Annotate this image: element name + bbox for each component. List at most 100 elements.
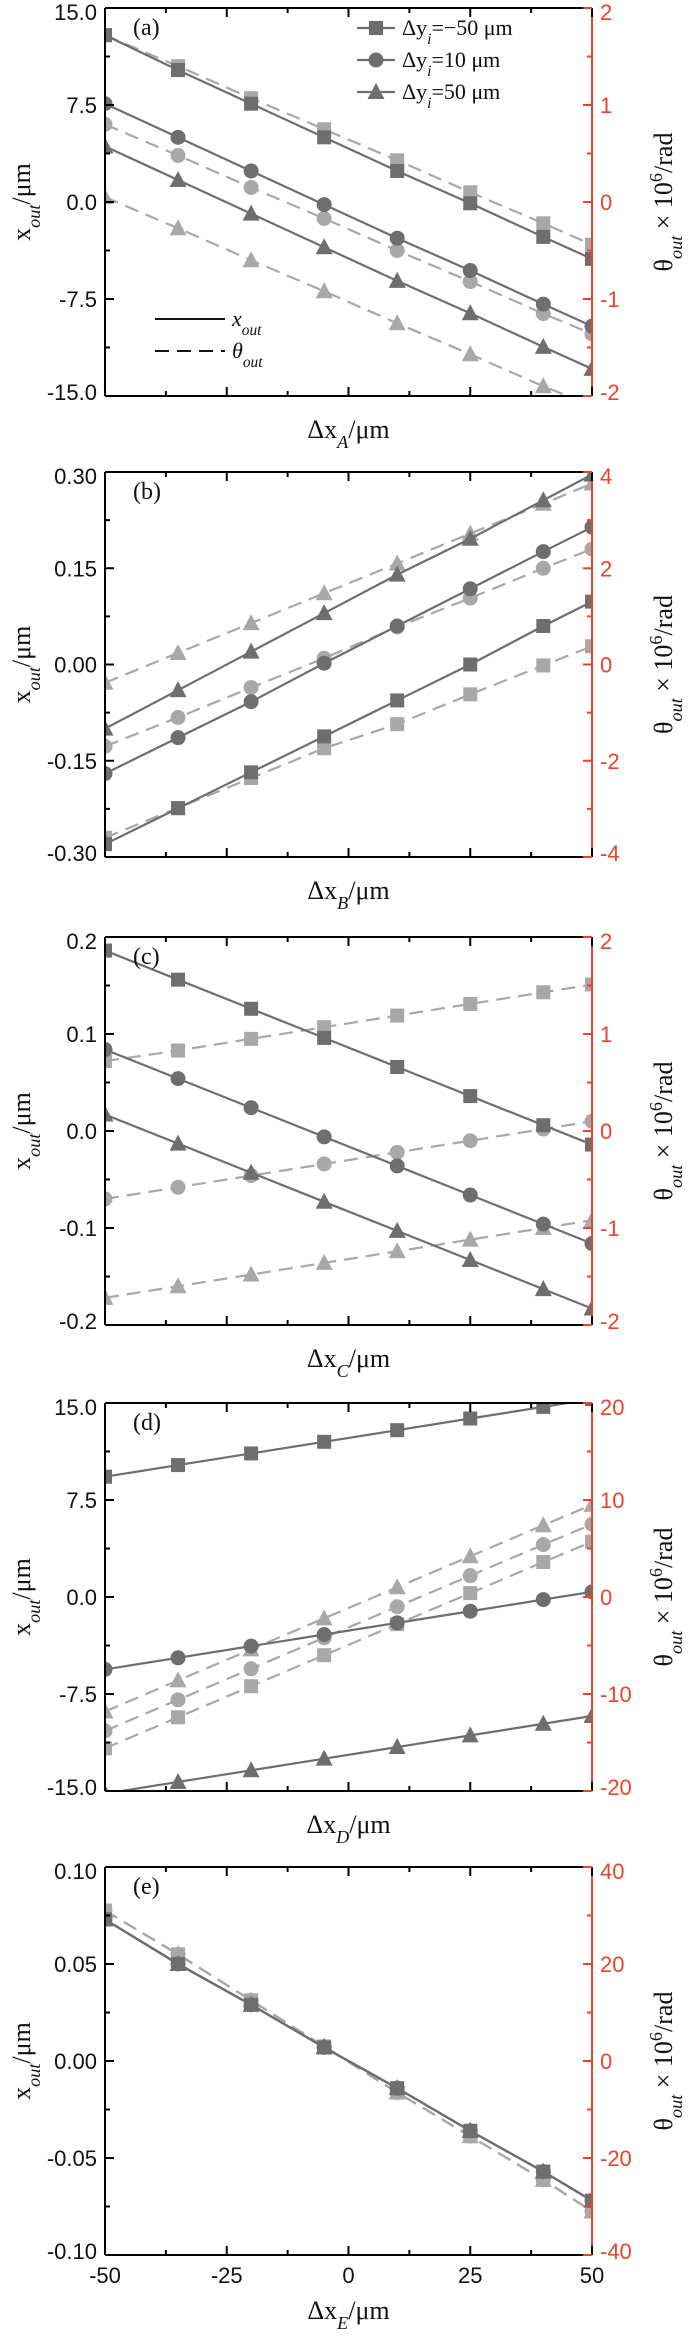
x-point-square: [105, 28, 112, 43]
x-point-circle: [535, 296, 551, 312]
theta-point-circle: [170, 1179, 186, 1195]
theta-point-circle: [243, 1661, 259, 1677]
theta-point-triangle: [461, 1230, 479, 1247]
x-point-square: [317, 1434, 332, 1449]
x-point-triangle: [315, 1192, 333, 1209]
theta-line-triangle: [105, 1909, 592, 2213]
theta-point-circle: [243, 179, 259, 195]
theta-point-triangle: [105, 1288, 114, 1305]
x-point-triangle: [534, 2162, 552, 2179]
y-tick-label: 15.0: [54, 1395, 97, 1420]
x-point-square: [317, 729, 332, 744]
x-point-square: [244, 1001, 259, 1016]
x-point-circle: [462, 1603, 478, 1619]
theta-point-circle: [170, 1692, 186, 1708]
x-point-square: [536, 229, 551, 244]
y-tick-label: 0.15: [54, 556, 97, 581]
x-axis-title: ΔxB/μm: [307, 876, 389, 913]
x-line-triangle: [105, 145, 592, 370]
theta-point-triangle: [461, 1547, 479, 1564]
theta-point-circle: [462, 1568, 478, 1584]
panel-label: (b): [133, 479, 161, 505]
theta-point-circle: [316, 1156, 332, 1172]
y2-tick-label: 0: [600, 653, 612, 678]
theta-point-circle: [535, 1537, 551, 1553]
y-tick-label: -0.10: [47, 2239, 97, 2264]
x-point-circle: [535, 1592, 551, 1608]
theta-point-square: [463, 1586, 478, 1601]
theta-line-circle: [105, 1120, 592, 1200]
theta-point-triangle: [388, 554, 406, 571]
theta-point-triangle: [388, 1578, 406, 1595]
theta-line-circle: [105, 547, 592, 748]
x-line-circle: [105, 102, 592, 328]
y2-tick-label: 2: [600, 556, 612, 581]
theta-point-triangle: [534, 1516, 552, 1533]
x-point-triangle: [534, 337, 552, 354]
x-point-square: [105, 837, 112, 852]
x-axis-title: ΔxD/μm: [306, 1810, 390, 1847]
x-point-circle: [105, 766, 113, 782]
legend-marker-circle: [368, 52, 384, 68]
x-point-circle: [170, 1650, 186, 1666]
plot-area: [105, 472, 592, 852]
y-tick-label: -0.05: [47, 2146, 97, 2171]
x-point-square: [585, 1137, 592, 1152]
y-axis-title: xout/μm: [7, 163, 44, 241]
theta-point-circle: [105, 1191, 113, 1207]
theta-line-triangle: [105, 196, 571, 396]
x-point-square: [244, 96, 259, 111]
y-tick-label: -0.15: [47, 749, 97, 774]
y2-tick-label: -2: [600, 1309, 620, 1334]
x-point-triangle: [461, 2121, 479, 2138]
theta-point-circle: [462, 1133, 478, 1149]
theta-point-triangle: [461, 345, 479, 362]
y2-tick-label: 40: [600, 1859, 624, 1884]
x-point-triangle: [534, 1714, 552, 1731]
panel-label: (d): [133, 1410, 161, 1436]
x-point-triangle: [242, 1761, 260, 1778]
plot-area: [105, 1403, 592, 1791]
x-point-triangle: [315, 604, 333, 621]
y-tick-label: 0.2: [66, 929, 97, 954]
theta-point-square: [390, 153, 405, 168]
x-point-triangle: [315, 2038, 333, 2055]
x-point-square: [536, 619, 551, 633]
x-point-square: [585, 1403, 592, 1407]
theta-point-square: [536, 658, 551, 673]
legend-label: Δyi=10 μm: [402, 47, 500, 80]
theta-point-circle: [389, 243, 405, 258]
theta-point-square: [585, 639, 592, 654]
y-tick-label: 0.00: [54, 2049, 97, 2074]
x-tick-label: -50: [89, 2263, 121, 2288]
x-point-triangle: [534, 491, 552, 508]
theta-point-square: [105, 1054, 112, 1069]
x-point-circle: [389, 1158, 405, 1174]
x-point-circle: [105, 1042, 113, 1058]
x-point-triangle: [105, 137, 114, 154]
x-point-square: [585, 594, 592, 609]
x-point-circle: [389, 1615, 405, 1631]
x-point-triangle: [388, 271, 406, 288]
theta-point-triangle: [105, 673, 114, 690]
x-point-circle: [243, 694, 259, 710]
y-axis-title: xout/μm: [7, 1558, 44, 1636]
theta-point-circle: [105, 738, 113, 754]
x-point-circle: [316, 655, 332, 671]
x-point-triangle: [315, 1749, 333, 1766]
theta-point-triangle: [169, 643, 187, 660]
x-point-triangle: [242, 1163, 260, 1180]
y2-tick-label: -1: [600, 1216, 620, 1241]
theta-point-circle: [105, 116, 113, 132]
theta-line-triangle: [105, 1219, 592, 1299]
x-point-square: [390, 163, 405, 178]
theta-point-square: [585, 237, 592, 252]
x-point-circle: [105, 96, 113, 112]
x-point-circle: [170, 129, 186, 145]
theta-point-square: [463, 185, 478, 200]
theta-line-square: [105, 1540, 592, 1750]
y2-tick-label: 20: [600, 1952, 624, 1977]
x-point-circle: [584, 519, 592, 535]
y2-axis-title: θout × 106/rad: [646, 1992, 686, 2131]
